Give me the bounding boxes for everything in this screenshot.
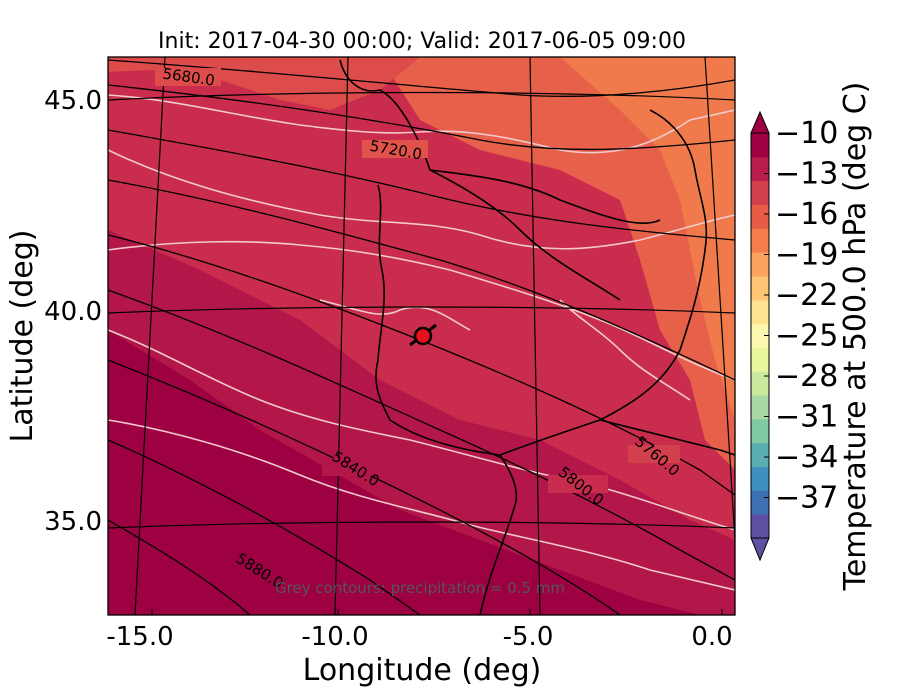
colorbar-band	[751, 156, 769, 182]
colorbar-band	[751, 323, 769, 348]
colorbar-tick-label: −10	[775, 116, 838, 151]
temperature-field-warmest	[108, 330, 700, 615]
y-axis-label: Latitude (deg)	[5, 230, 40, 443]
y-tick-label: 35.0	[44, 507, 102, 537]
temperature-field-cool	[380, 57, 735, 470]
y-axis: 45.0 40.0 35.0 Latitude (deg)	[5, 86, 114, 537]
location-marker	[409, 323, 437, 347]
colorbar-band	[751, 418, 769, 444]
colorbar-label: Temperature at 500.0 hPa (deg C)	[838, 82, 873, 592]
x-axis-label: Longitude (deg)	[303, 653, 542, 688]
coastlines	[339, 59, 735, 615]
colorbar-band	[751, 347, 769, 372]
figure-title: Init: 2017-04-30 00:00; Valid: 2017-06-0…	[158, 29, 686, 54]
colorbar-tick-label: −19	[775, 238, 838, 273]
colorbar-tick-label: −16	[775, 197, 838, 232]
x-tick-label: -10.0	[301, 622, 368, 652]
colorbar-band	[751, 395, 769, 420]
colorbar-tick-label: −22	[775, 278, 838, 313]
colorbar-band	[751, 514, 769, 539]
colorbar-band	[751, 252, 769, 277]
colorbar-band	[751, 180, 769, 205]
marker-dot	[413, 326, 433, 346]
colorbar-bands	[751, 133, 769, 539]
colorbar-tick-label: −31	[775, 400, 838, 435]
graticule	[108, 57, 735, 615]
height-contours	[108, 59, 735, 615]
x-tick-label: -5.0	[503, 622, 554, 652]
colorbar-band	[751, 299, 769, 325]
y-tick-label: 40.0	[44, 297, 102, 327]
colorbar-tick-label: −28	[775, 359, 838, 394]
y-tick-label: 45.0	[44, 86, 102, 116]
x-tick-label: 0.0	[691, 622, 732, 652]
colorbar-tick-label: −25	[775, 319, 838, 354]
x-tick-label: -15.0	[106, 622, 173, 652]
colorbar-tick-label: −37	[775, 481, 838, 516]
colorbar-band	[751, 371, 769, 396]
x-axis: -15.0 -10.0 -5.0 0.0 Longitude (deg)	[106, 609, 733, 688]
colorbar-band	[751, 204, 769, 229]
colorbar-min-extension	[750, 537, 770, 562]
colorbar-tick-label: −13	[775, 157, 838, 192]
precipitation-note: Grey contours: precipitation = 0.5 mm	[275, 579, 565, 597]
colorbar-band	[751, 133, 769, 158]
colorbar: −10 −13 −16 −19 −22 −25 −28 −31 −34 −37 Temperatu…	[750, 82, 873, 592]
map-frame	[107, 56, 736, 616]
colorbar-ticks: −10 −13 −16 −19 −22 −25 −28 −31 −34 −37	[764, 116, 838, 516]
colorbar-max-extension	[750, 110, 770, 134]
precipitation-contours	[108, 94, 735, 591]
colorbar-band	[751, 275, 769, 301]
map-panel: 5680.0 5720.0 5760.0 5800.0 5840.0 5880.…	[108, 57, 735, 615]
temperature-field-coolest	[560, 57, 735, 420]
colorbar-band	[751, 442, 769, 468]
colorbar-tick-label: −34	[775, 440, 838, 475]
colorbar-band	[751, 490, 769, 515]
colorbar-band	[751, 228, 769, 253]
colorbar-band	[751, 466, 769, 491]
